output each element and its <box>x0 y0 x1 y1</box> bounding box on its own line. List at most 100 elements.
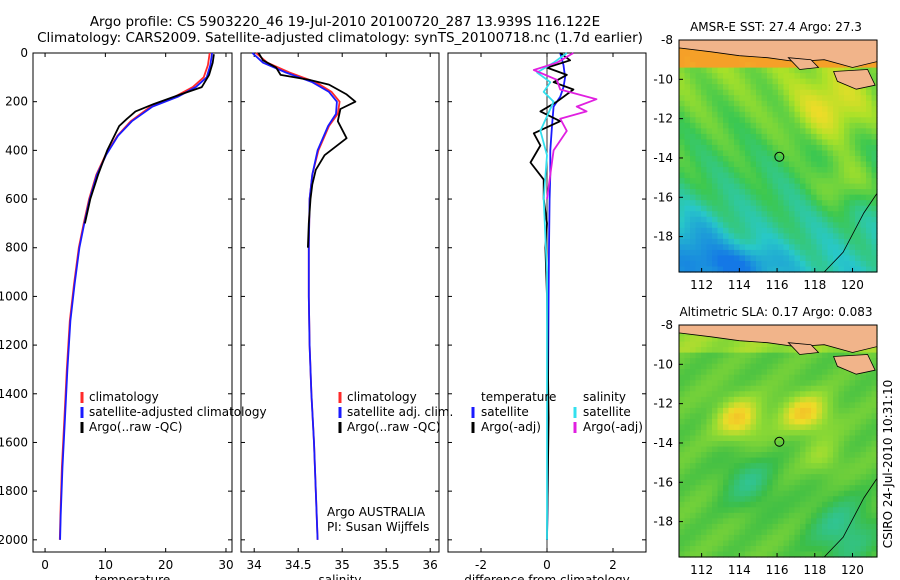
map-cell <box>794 183 801 190</box>
map-cell <box>679 507 686 514</box>
map-cell <box>756 122 763 129</box>
map-cell <box>833 534 840 542</box>
map-cell <box>794 402 801 409</box>
map-cell <box>794 133 801 141</box>
map-cell <box>723 407 730 414</box>
map-cell <box>816 490 823 497</box>
altimetric-sla-map-argo-marker <box>774 436 785 447</box>
map-cell <box>794 95 801 102</box>
map-cell <box>783 244 790 251</box>
map-cell <box>800 540 807 547</box>
map-cell <box>717 183 724 190</box>
map-cell <box>860 133 867 141</box>
map-cell <box>723 111 730 118</box>
map-cell <box>712 468 719 475</box>
map-cell <box>783 418 790 426</box>
map-cell <box>679 156 686 163</box>
map-cell <box>794 385 801 392</box>
map-cell <box>761 385 768 392</box>
altimetric-sla-map-title: Altimetric SLA: 0.17 Argo: 0.083 <box>679 305 872 319</box>
map-cell <box>838 474 845 481</box>
map-cell <box>838 62 845 69</box>
map-cell <box>706 78 713 85</box>
map-cell <box>739 111 746 118</box>
map-cell <box>701 385 708 392</box>
map-cell <box>778 117 785 124</box>
map-cell <box>860 233 867 240</box>
map-cell <box>772 89 779 96</box>
map-cell <box>679 122 686 129</box>
map-cell <box>706 496 713 503</box>
map-cell <box>805 446 812 453</box>
map-cell <box>778 100 785 107</box>
depth-tick-label: 200 <box>5 95 28 109</box>
map-cell <box>805 468 812 475</box>
map-cell <box>679 172 686 179</box>
map-cell <box>690 435 697 442</box>
map-cell <box>866 441 873 448</box>
map-cell <box>816 255 823 262</box>
map-cell <box>690 249 697 257</box>
map-cell <box>849 463 856 470</box>
map-cell <box>734 479 741 486</box>
map-cell <box>833 490 840 497</box>
map-cell <box>767 380 774 387</box>
map-cell <box>789 512 796 519</box>
map-cell <box>871 222 878 229</box>
map-cell <box>860 122 867 129</box>
map-cell <box>849 216 856 223</box>
map-cell <box>822 227 829 234</box>
map-cell <box>723 501 730 508</box>
map-cell <box>684 463 691 470</box>
map-cell <box>728 407 735 414</box>
map-cell <box>844 507 851 514</box>
map-cell <box>871 518 878 525</box>
map-cell <box>728 133 735 141</box>
map-cell <box>778 95 785 102</box>
map-cell <box>712 84 719 91</box>
map-cell <box>871 227 878 234</box>
map-cell <box>756 490 763 497</box>
map-cell <box>783 144 790 152</box>
map-cell <box>855 183 862 190</box>
map-cell <box>750 238 757 245</box>
map-cell <box>684 233 691 240</box>
map-cell <box>833 205 840 212</box>
map-cell <box>712 369 719 376</box>
map-cell <box>717 139 724 146</box>
map-cell <box>712 211 719 218</box>
map-cell <box>866 402 873 409</box>
map-cell <box>739 255 746 262</box>
map-cell <box>789 429 796 437</box>
map-cell <box>728 391 735 398</box>
map-cell <box>783 385 790 392</box>
map-cell <box>761 474 768 481</box>
figure-title-line2: Climatology: CARS2009. Satellite-adjuste… <box>37 30 643 46</box>
map-cell <box>822 73 829 80</box>
map-cell <box>822 418 829 426</box>
map-cell <box>739 534 746 542</box>
map-cell <box>778 407 785 414</box>
map-cell <box>838 446 845 453</box>
map-cell <box>772 485 779 492</box>
map-cell <box>822 468 829 475</box>
map-cell <box>695 490 702 497</box>
map-cell <box>800 100 807 107</box>
map-cell <box>761 172 768 179</box>
map-cell <box>717 255 724 262</box>
map-cell <box>728 238 735 245</box>
map-cell <box>816 95 823 102</box>
map-cell <box>844 534 851 542</box>
map-cell <box>712 128 719 135</box>
map-cell <box>772 540 779 547</box>
map-cell <box>717 518 724 525</box>
map-cell <box>734 128 741 135</box>
map-cell <box>833 106 840 113</box>
map-cell <box>789 178 796 185</box>
map-cell <box>794 529 801 536</box>
map-cell <box>816 67 823 74</box>
map-cell <box>794 244 801 251</box>
map-cell <box>690 150 697 157</box>
map-cell <box>849 249 856 257</box>
map-cell <box>844 111 851 118</box>
